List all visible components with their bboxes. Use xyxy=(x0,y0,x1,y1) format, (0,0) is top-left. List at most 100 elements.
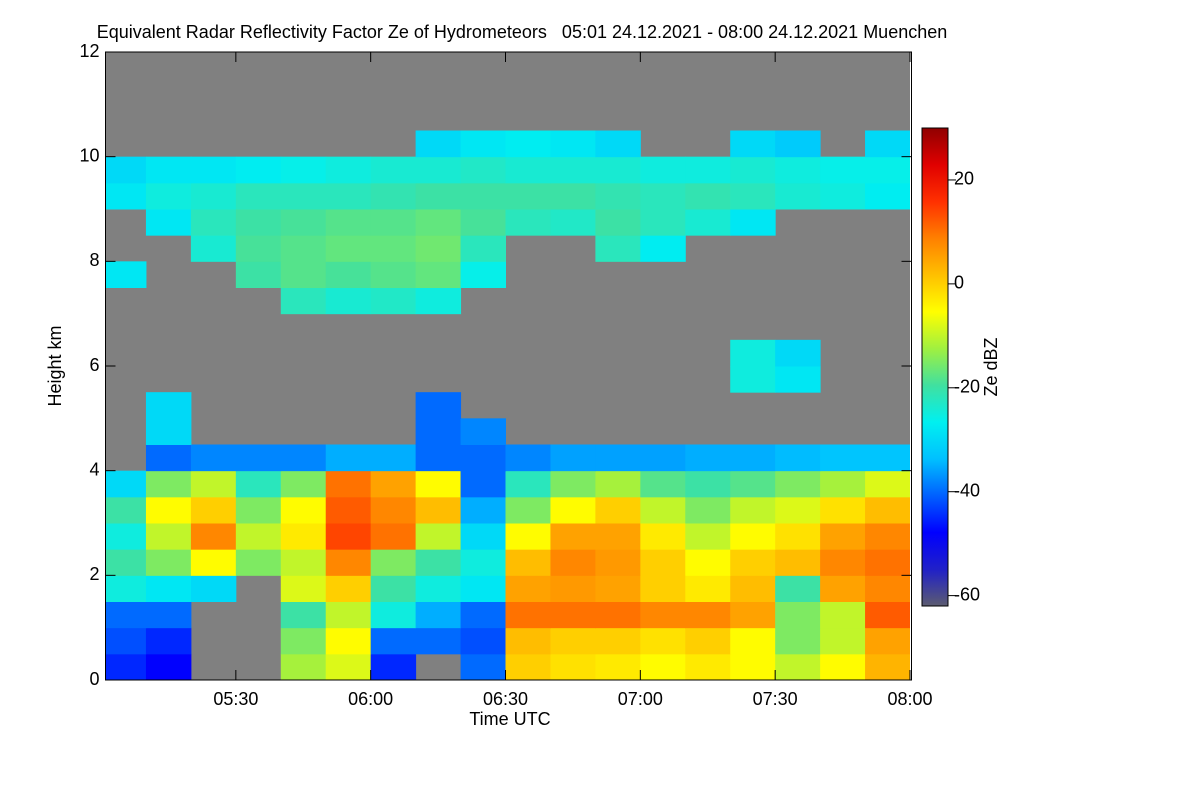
heatmap-cell xyxy=(865,470,910,498)
y-tick-label: 6 xyxy=(89,355,99,375)
chart-title: Equivalent Radar Reflectivity Factor Ze … xyxy=(97,22,948,42)
heatmap-cell xyxy=(640,235,686,262)
heatmap-cell xyxy=(550,130,596,158)
heatmap-cell xyxy=(595,549,641,576)
heatmap-cell xyxy=(595,182,641,210)
heatmap-cell xyxy=(460,209,507,236)
heatmap-cell xyxy=(235,182,282,210)
heatmap-cell xyxy=(730,444,776,472)
heatmap-cell xyxy=(775,653,821,680)
heatmap-cell xyxy=(190,549,237,576)
heatmap-cell xyxy=(775,627,821,655)
heatmap-cell xyxy=(640,496,686,524)
heatmap-cell xyxy=(145,444,192,472)
heatmap-cell xyxy=(370,523,417,550)
y-tick-label: 0 xyxy=(89,669,99,689)
heatmap-cell xyxy=(595,496,641,524)
heatmap-cell xyxy=(145,156,192,184)
heatmap-cell xyxy=(820,182,866,210)
heatmap-cell xyxy=(370,444,417,472)
heatmap-cell xyxy=(505,496,551,524)
heatmap-cell xyxy=(595,156,641,184)
heatmap-cell xyxy=(370,235,417,262)
heatmap-cell xyxy=(640,601,686,629)
heatmap-cell xyxy=(595,627,641,655)
colorbar-label: Ze dBZ xyxy=(981,337,1001,396)
colorbar-tick-label: -40 xyxy=(954,480,980,500)
heatmap-cell xyxy=(145,392,192,419)
heatmap-cell xyxy=(145,549,192,576)
heatmap-cell xyxy=(775,130,821,158)
heatmap-cell xyxy=(865,130,910,158)
heatmap-cell xyxy=(550,156,596,184)
heatmap-cell xyxy=(415,470,462,498)
heatmap-cell xyxy=(640,209,686,236)
heatmap-cell xyxy=(415,261,462,288)
heatmap-cell xyxy=(820,496,866,524)
heatmap-cell xyxy=(325,523,372,550)
x-tick-label: 06:00 xyxy=(348,689,393,709)
heatmap-cell xyxy=(325,261,372,288)
heatmap-cell xyxy=(190,209,237,236)
heatmap-cell xyxy=(505,130,551,158)
heatmap-cell xyxy=(595,235,641,262)
heatmap-cell xyxy=(640,470,686,498)
heatmap-cell xyxy=(460,470,507,498)
heatmap-cell xyxy=(685,523,731,550)
y-tick-label: 10 xyxy=(79,145,99,165)
heatmap-cell xyxy=(595,470,641,498)
heatmap-cell xyxy=(145,182,192,210)
heatmap-cell xyxy=(280,653,327,680)
heatmap-cell xyxy=(460,653,507,680)
heatmap-cell xyxy=(190,575,237,602)
heatmap-cell xyxy=(775,470,821,498)
heatmap-cell xyxy=(640,156,686,184)
heatmap-cell xyxy=(145,496,192,524)
heatmap-cell xyxy=(105,156,147,184)
heatmap-cell xyxy=(640,523,686,550)
heatmap-cell xyxy=(145,627,192,655)
heatmap-cell xyxy=(415,235,462,262)
heatmap-cell xyxy=(505,470,551,498)
heatmap-cell xyxy=(415,209,462,236)
heatmap-cell xyxy=(235,496,282,524)
heatmap-cell xyxy=(460,444,507,472)
colorbar-tick-label: 20 xyxy=(954,169,974,189)
heatmap-cell xyxy=(325,575,372,602)
heatmap-cell xyxy=(325,627,372,655)
heatmap-cell xyxy=(775,601,821,629)
heatmap-cell xyxy=(685,575,731,602)
x-tick-label: 08:00 xyxy=(887,689,932,709)
heatmap-cell xyxy=(415,627,462,655)
heatmap-cell xyxy=(640,627,686,655)
heatmap-cell xyxy=(325,156,372,184)
heatmap-cell xyxy=(460,575,507,602)
heatmap-cell xyxy=(325,444,372,472)
heatmap-cell xyxy=(415,549,462,576)
heatmap-cell xyxy=(370,470,417,498)
x-tick-label: 07:30 xyxy=(753,689,798,709)
heatmap-cell xyxy=(280,209,327,236)
heatmap-cell xyxy=(505,523,551,550)
heatmap-cell xyxy=(460,156,507,184)
heatmap-cell xyxy=(775,549,821,576)
heatmap-cell xyxy=(415,130,462,158)
heatmap-cell xyxy=(820,627,866,655)
heatmap-cell xyxy=(370,653,417,680)
heatmap-cell xyxy=(235,235,282,262)
heatmap-cell xyxy=(505,601,551,629)
heatmap-cell xyxy=(595,575,641,602)
x-tick-label: 07:00 xyxy=(618,689,663,709)
heatmap-cell xyxy=(370,287,417,315)
heatmap-cell xyxy=(325,182,372,210)
heatmap-cell xyxy=(505,549,551,576)
heatmap-cell xyxy=(865,627,910,655)
heatmap-cell xyxy=(280,261,327,288)
heatmap-cell xyxy=(145,470,192,498)
heatmap-cell xyxy=(775,366,821,393)
heatmap-cell xyxy=(190,182,237,210)
heatmap-cell xyxy=(730,601,776,629)
heatmap-cell xyxy=(730,575,776,602)
y-tick-label: 8 xyxy=(89,250,99,270)
heatmap-cell xyxy=(595,653,641,680)
